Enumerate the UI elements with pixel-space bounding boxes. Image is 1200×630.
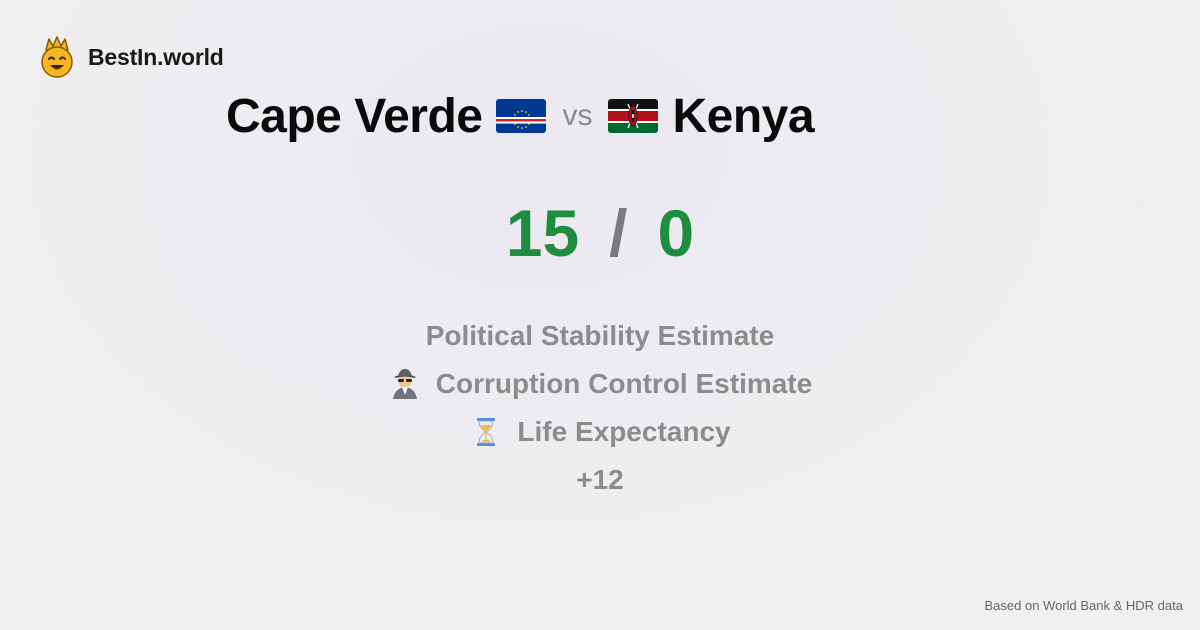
- metric-item: Life Expectancy: [0, 408, 1200, 456]
- metric-label: Life Expectancy: [517, 416, 731, 447]
- metric-item: Political Stability Estimate: [0, 312, 1200, 360]
- right-country-name: Kenya: [672, 89, 815, 143]
- hourglass-icon: [469, 415, 503, 449]
- score: 15 / 0: [0, 195, 1200, 271]
- metric-label: Corruption Control Estimate: [435, 368, 813, 399]
- comparison-title: Cape Verde vs Kenya: [226, 88, 815, 144]
- brand-name: BestIn.world: [88, 43, 224, 70]
- metric-item: Corruption Control Estimate: [0, 360, 1200, 408]
- crown-smiley-icon: [38, 36, 76, 78]
- data-source-note: Based on World Bank & HDR data: [984, 598, 1183, 613]
- metrics-list: Political Stability Estimate Corruption …: [0, 312, 1200, 504]
- metric-label: Political Stability Estimate: [425, 320, 775, 351]
- vs-label: vs: [562, 99, 593, 132]
- detective-icon: [388, 367, 422, 401]
- left-country-name: Cape Verde: [226, 89, 483, 143]
- left-score: 15: [505, 196, 580, 270]
- more-metrics-count: +12: [576, 464, 624, 495]
- brand[interactable]: BestIn.world: [38, 36, 224, 78]
- kenya-flag-icon: [608, 99, 659, 133]
- cape-verde-flag-icon: [496, 99, 547, 133]
- score-separator: /: [609, 196, 628, 270]
- right-score: 0: [657, 196, 695, 270]
